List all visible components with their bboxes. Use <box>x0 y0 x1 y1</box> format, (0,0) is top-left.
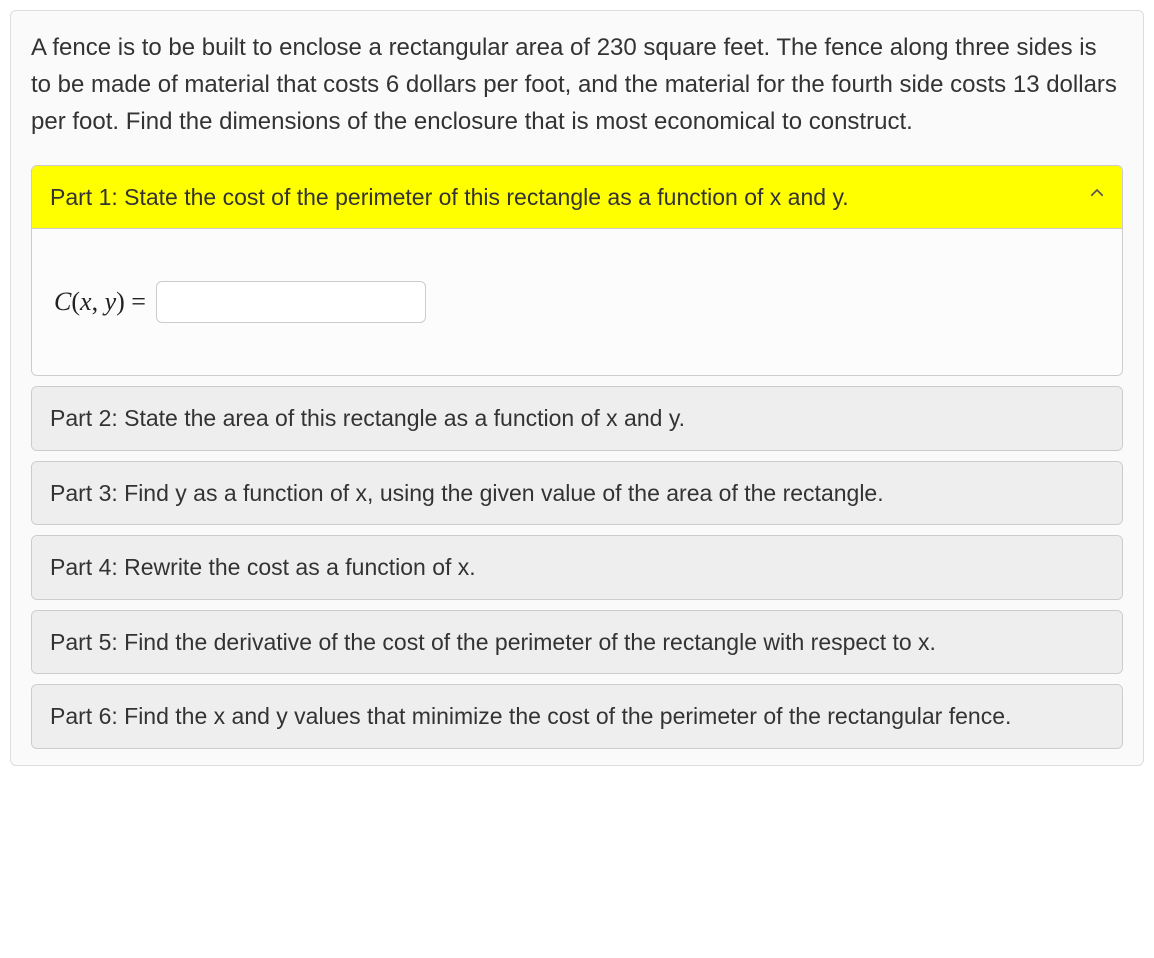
page-container: A fence is to be built to enclose a rect… <box>0 0 1154 776</box>
part-4-header[interactable]: Part 4: Rewrite the cost as a function o… <box>32 536 1122 599</box>
problem-panel: A fence is to be built to enclose a rect… <box>10 10 1144 766</box>
part-3-header[interactable]: Part 3: Find y as a function of x, using… <box>32 462 1122 525</box>
part-6: Part 6: Find the x and y values that min… <box>31 684 1123 749</box>
part-2-header[interactable]: Part 2: State the area of this rectangle… <box>32 387 1122 450</box>
chevron-up-icon <box>1088 184 1106 202</box>
problem-statement: A fence is to be built to enclose a rect… <box>31 29 1123 141</box>
part-1-title: Part 1: State the cost of the perimeter … <box>50 184 849 210</box>
part-4-title: Part 4: Rewrite the cost as a function o… <box>50 554 476 580</box>
part-5: Part 5: Find the derivative of the cost … <box>31 610 1123 675</box>
part-1: Part 1: State the cost of the perimeter … <box>31 165 1123 377</box>
part-3: Part 3: Find y as a function of x, using… <box>31 461 1123 526</box>
answer-input-part1[interactable] <box>156 281 426 323</box>
part-5-title: Part 5: Find the derivative of the cost … <box>50 629 936 655</box>
part-2: Part 2: State the area of this rectangle… <box>31 386 1123 451</box>
part-6-header[interactable]: Part 6: Find the x and y values that min… <box>32 685 1122 748</box>
part-4: Part 4: Rewrite the cost as a function o… <box>31 535 1123 600</box>
part-2-title: Part 2: State the area of this rectangle… <box>50 405 685 431</box>
function-lhs: C(x, y) = <box>54 287 146 317</box>
part-5-header[interactable]: Part 5: Find the derivative of the cost … <box>32 611 1122 674</box>
part-3-title: Part 3: Find y as a function of x, using… <box>50 480 884 506</box>
part-1-body: C(x, y) = <box>32 228 1122 375</box>
answer-row: C(x, y) = <box>54 281 1100 323</box>
part-6-title: Part 6: Find the x and y values that min… <box>50 703 1011 729</box>
part-1-header[interactable]: Part 1: State the cost of the perimeter … <box>32 166 1122 229</box>
